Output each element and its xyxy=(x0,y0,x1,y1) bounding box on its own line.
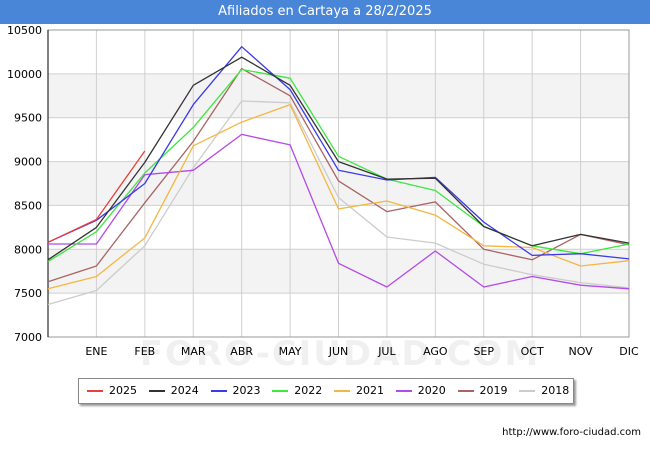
legend-item-2024: 2024 xyxy=(148,379,211,403)
series-line-2019 xyxy=(47,67,630,283)
legend-label: 2022 xyxy=(294,384,323,397)
legend-label: 2025 xyxy=(109,384,137,397)
y-tick-label: 8500 xyxy=(14,199,42,212)
x-tick-label: MAR xyxy=(181,345,206,358)
legend-swatch xyxy=(210,390,227,392)
legend-item-2025: 2025 xyxy=(87,379,149,403)
legend-label: 2018 xyxy=(541,384,570,397)
legend-swatch xyxy=(272,390,289,392)
x-tick-label: NOV xyxy=(568,345,593,358)
y-tick-label: 9500 xyxy=(14,112,42,125)
series-line-2018 xyxy=(47,100,630,306)
x-tick-label: DIC xyxy=(619,345,639,358)
series-line-2025 xyxy=(47,150,146,243)
x-tick-label: OCT xyxy=(521,345,544,358)
series-line-2024 xyxy=(47,56,630,261)
y-tick-label: 8000 xyxy=(14,243,42,256)
x-tick-label: AGO xyxy=(423,345,448,358)
title-bar xyxy=(0,0,650,24)
legend-label: 2019 xyxy=(479,384,508,397)
y-tick-label: 10000 xyxy=(7,68,42,81)
legend-swatch xyxy=(87,390,103,392)
legend-label: 2024 xyxy=(170,384,199,397)
legend-swatch xyxy=(334,390,350,392)
x-tick-label: ENE xyxy=(85,345,107,358)
series-line-2021 xyxy=(47,103,630,290)
legend-label: 2023 xyxy=(232,384,261,397)
legend-item-2022: 2022 xyxy=(272,379,334,403)
legend-swatch xyxy=(457,390,474,392)
legend-swatch xyxy=(519,390,536,392)
y-tick-label: 9000 xyxy=(14,156,42,169)
legend-label: 2020 xyxy=(417,384,446,397)
chart-title: Afiliados en Cartaya a 28/2/2025 xyxy=(218,4,432,19)
series-line-2020 xyxy=(48,133,630,290)
source-url[interactable]: http://www.foro-ciudad.com xyxy=(502,427,641,438)
chart-legend: 2025 2024 2023 2022 2021 2020 2019 2018 xyxy=(78,378,574,404)
x-tick-label: JUL xyxy=(377,345,396,358)
legend-swatch xyxy=(148,390,165,392)
legend-label: 2021 xyxy=(356,384,384,397)
x-tick-label: FEB xyxy=(134,345,155,358)
x-tick-label: SEP xyxy=(473,345,494,358)
y-tick-label: 7500 xyxy=(14,287,42,300)
y-tick-label: 7000 xyxy=(14,331,42,344)
series-line-2023 xyxy=(47,46,630,260)
y-tick-label: 10500 xyxy=(7,24,42,37)
legend-item-2023: 2023 xyxy=(210,379,273,403)
legend-item-2018: 2018 xyxy=(519,379,581,403)
x-tick-label: ABR xyxy=(230,345,253,358)
legend-item-2019: 2019 xyxy=(457,379,520,403)
legend-item-2020: 2020 xyxy=(395,379,458,403)
legend-swatch xyxy=(395,390,412,392)
x-tick-label: JUN xyxy=(328,345,349,358)
watermark: FORO-CIUDAD.COM xyxy=(139,334,541,374)
legend-item-2021: 2021 xyxy=(334,379,396,403)
x-tick-label: MAY xyxy=(279,345,302,358)
